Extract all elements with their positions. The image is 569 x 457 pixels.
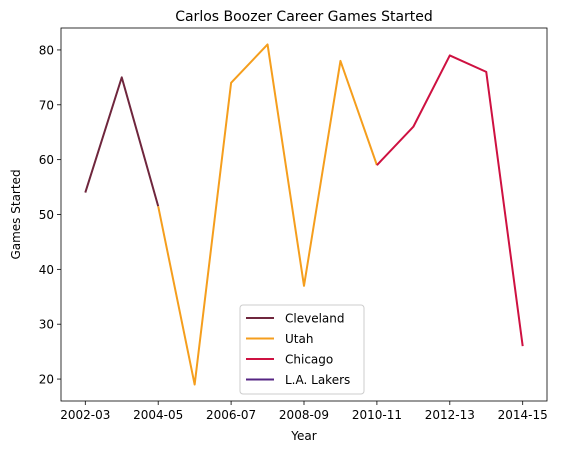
x-tick-label: 2002-03 (60, 408, 110, 422)
legend-label: L.A. Lakers (285, 373, 350, 387)
x-tick-label: 2004-05 (133, 408, 183, 422)
series-line-chicago (377, 55, 523, 346)
x-tick-label: 2010-11 (352, 408, 402, 422)
y-tick-label: 70 (39, 98, 54, 112)
legend-label: Utah (285, 332, 313, 346)
x-tick-label: 2006-07 (206, 408, 256, 422)
x-axis-label: Year (290, 429, 316, 443)
y-tick-label: 60 (39, 153, 54, 167)
x-axis: 2002-03 2004-05 2006-07 2008-09 2010-11 2012-… (60, 401, 548, 422)
x-tick-label: 2008-09 (279, 408, 329, 422)
y-axis-label: Games Started (9, 169, 23, 259)
legend-label: Chicago (285, 353, 333, 367)
series-line-cleveland (85, 77, 158, 206)
y-tick-label: 50 (39, 208, 54, 222)
legend: Cleveland Utah Chicago L.A. Lakers (240, 305, 364, 394)
legend-label: Cleveland (285, 312, 345, 326)
chart-title: Carlos Boozer Career Games Started (175, 9, 433, 25)
x-tick-label: 2014-15 (498, 408, 548, 422)
y-axis: 20 30 40 50 60 70 80 (39, 43, 61, 386)
y-tick-label: 80 (39, 43, 54, 57)
y-tick-label: 30 (39, 318, 54, 332)
y-tick-label: 20 (39, 373, 54, 387)
y-tick-label: 40 (39, 263, 54, 277)
x-tick-label: 2012-13 (425, 408, 475, 422)
